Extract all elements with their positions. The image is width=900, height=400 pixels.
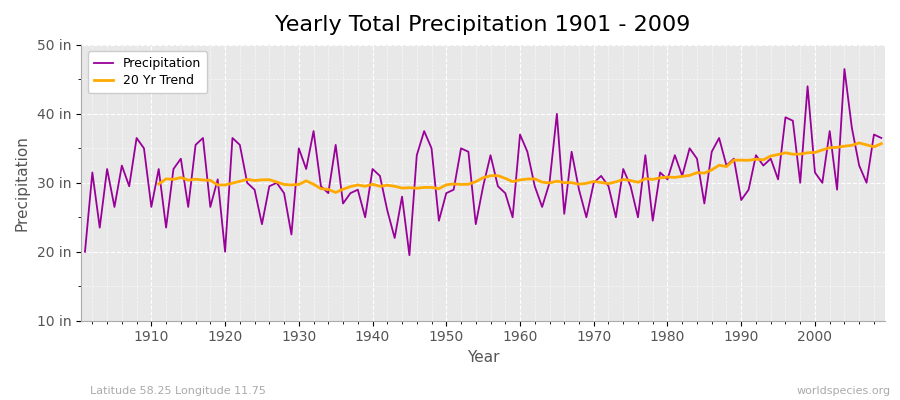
20 Yr Trend bbox=[353, 182, 364, 187]
Y-axis label: Precipitation: Precipitation bbox=[15, 135, 30, 231]
Precipitation bbox=[522, 149, 533, 154]
20 Yr Trend bbox=[330, 190, 341, 195]
20 Yr Trend bbox=[728, 158, 739, 162]
20 Yr Trend bbox=[522, 177, 533, 182]
20 Yr Trend bbox=[382, 183, 392, 188]
20 Yr Trend bbox=[323, 187, 334, 192]
Precipitation bbox=[839, 67, 850, 72]
20 Yr Trend bbox=[854, 140, 865, 145]
X-axis label: Year: Year bbox=[467, 350, 500, 365]
Precipitation bbox=[515, 132, 526, 137]
20 Yr Trend bbox=[153, 182, 164, 186]
20 Yr Trend bbox=[876, 141, 886, 146]
20 Yr Trend bbox=[544, 180, 555, 185]
Precipitation bbox=[404, 253, 415, 258]
Precipitation bbox=[345, 191, 356, 196]
Line: Precipitation: Precipitation bbox=[85, 69, 881, 255]
Text: Latitude 58.25 Longitude 11.75: Latitude 58.25 Longitude 11.75 bbox=[90, 386, 266, 396]
Precipitation bbox=[301, 167, 311, 172]
Line: 20 Yr Trend: 20 Yr Trend bbox=[158, 143, 881, 192]
Precipitation bbox=[876, 136, 886, 140]
Title: Yearly Total Precipitation 1901 - 2009: Yearly Total Precipitation 1901 - 2009 bbox=[275, 15, 691, 35]
Precipitation bbox=[610, 215, 621, 220]
Legend: Precipitation, 20 Yr Trend: Precipitation, 20 Yr Trend bbox=[87, 51, 207, 93]
Precipitation bbox=[139, 146, 149, 151]
Precipitation bbox=[79, 249, 90, 254]
Text: worldspecies.org: worldspecies.org bbox=[796, 386, 891, 396]
